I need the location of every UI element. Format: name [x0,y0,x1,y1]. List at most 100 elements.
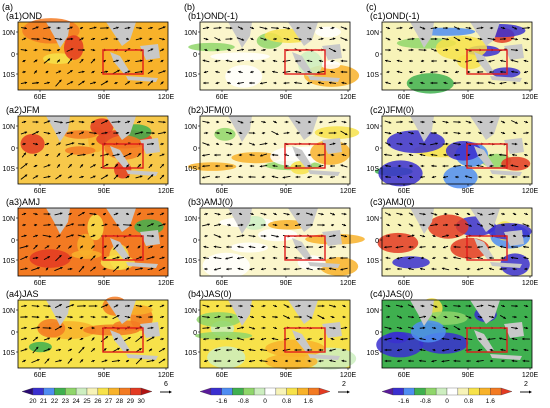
wind-arrow-head [47,256,50,259]
wind-arrow-head [118,120,121,124]
wind-arrow-head [512,267,515,271]
column-header-b: (b) [184,2,195,12]
wind-arrow-head [420,81,423,85]
wind-arrow-head [287,212,290,216]
wind-arrow-head [57,337,61,340]
wind-arrow-head [70,37,74,41]
wind-arrow-head [140,81,143,85]
shaded-region [90,118,114,136]
wind-arrow-head [329,349,332,352]
wind-arrow-head [310,213,313,216]
panel-label: (a3)AMJ [6,197,40,207]
wind-arrow-head [330,70,333,74]
land-sumatra [110,52,130,74]
wind-arrow-head [514,223,518,227]
wind-arrow-head [297,131,300,135]
wind-arrow-head [35,212,38,216]
wind-arrow-head [424,48,427,52]
wind-arrow-head [237,256,240,260]
colorbar-swatch [436,387,448,396]
wind-arrow-head [388,213,391,216]
shaded-region [195,331,253,340]
land-sumatra [474,146,494,168]
wind-arrow-head [226,348,229,352]
wind-arrow-head [410,120,414,124]
wind-arrow-head [71,304,75,307]
wind-arrow-head [409,164,412,168]
wind-arrow-head [262,131,266,135]
wind-arrow-head [330,153,334,157]
wind-arrow-head [478,175,481,179]
wind-arrow-head [397,175,400,179]
wind-arrow-head [202,59,206,62]
wind-arrow-head [81,37,84,40]
wind-arrow-head [163,223,166,226]
colorbar-swatch [403,387,415,396]
wind-arrow-head [515,37,518,41]
wind-arrow-head [70,153,73,156]
wind-arrow-head [151,120,154,124]
wind-arrow-head [286,37,290,41]
wind-arrow-head [464,175,468,178]
wind-arrow-head [161,326,164,330]
wind-arrow-head [319,175,322,179]
wind-arrow-head [340,337,343,341]
map-frame [381,115,533,185]
wind-arrow-head [71,120,75,123]
wind-arrow-head [263,326,266,330]
shaded-region [214,127,236,141]
wind-arrow-head [47,81,50,85]
wind-arrow-head [399,326,403,330]
land-borneo [322,44,342,60]
wind-arrow-head [420,256,424,260]
wind-arrow-head [432,234,436,237]
land-borneo [504,44,524,60]
wind-arrow-head [511,70,514,74]
wind-arrow-head [249,153,252,157]
wind-arrow-head [263,48,266,52]
wind-arrow-head [116,37,119,41]
colorbar-swatch [446,387,458,396]
wind-arrow-head [422,326,426,330]
wind-arrow-head [502,120,505,124]
wind-arrow-head [92,71,95,74]
shaded-region [63,35,84,60]
map-frame [17,21,169,91]
wind-arrow-head [434,213,438,216]
wind-arrow-head [127,120,130,124]
wind-arrow-head [513,212,517,215]
shaded-region [315,26,341,38]
wind-arrow-head [271,337,275,341]
wind-arrow-head [46,245,50,248]
wind-arrow-head [92,359,95,363]
wind-arrow-head [341,81,344,85]
wind-arrow-head [409,59,412,63]
lon-tick-label: 90E [280,188,293,195]
shaded-region [392,256,430,269]
wind-arrow-head [331,26,335,30]
wind-arrow-head [226,175,230,179]
lon-tick-label: 90E [98,372,111,379]
lon-tick-label: 120E [158,280,175,287]
colorbar-tick-label: -1.6 [216,398,228,405]
land-borneo [504,138,524,154]
wind-arrow-head [491,224,494,227]
wind-arrow-head [47,337,50,340]
colorbar-swatch [308,387,320,396]
shaded-region [321,60,341,69]
shaded-region [81,53,103,66]
wind-arrow-head [525,142,528,146]
wind-arrow-head [298,223,301,227]
land-sumatra [474,238,494,260]
wind-arrow-head [59,255,62,258]
wind-arrow-head [116,266,119,269]
wind-arrow-head [217,48,220,52]
wind-arrow-head [385,59,388,63]
wind-arrow-head [297,26,300,30]
wind-arrow-head [286,223,289,227]
lat-tick-label: 10N [366,30,379,37]
wind-arrow-head [272,245,276,249]
wind-arrow-head [70,131,74,135]
wind-arrow-head [228,234,231,238]
wind-arrow-head [400,305,404,308]
